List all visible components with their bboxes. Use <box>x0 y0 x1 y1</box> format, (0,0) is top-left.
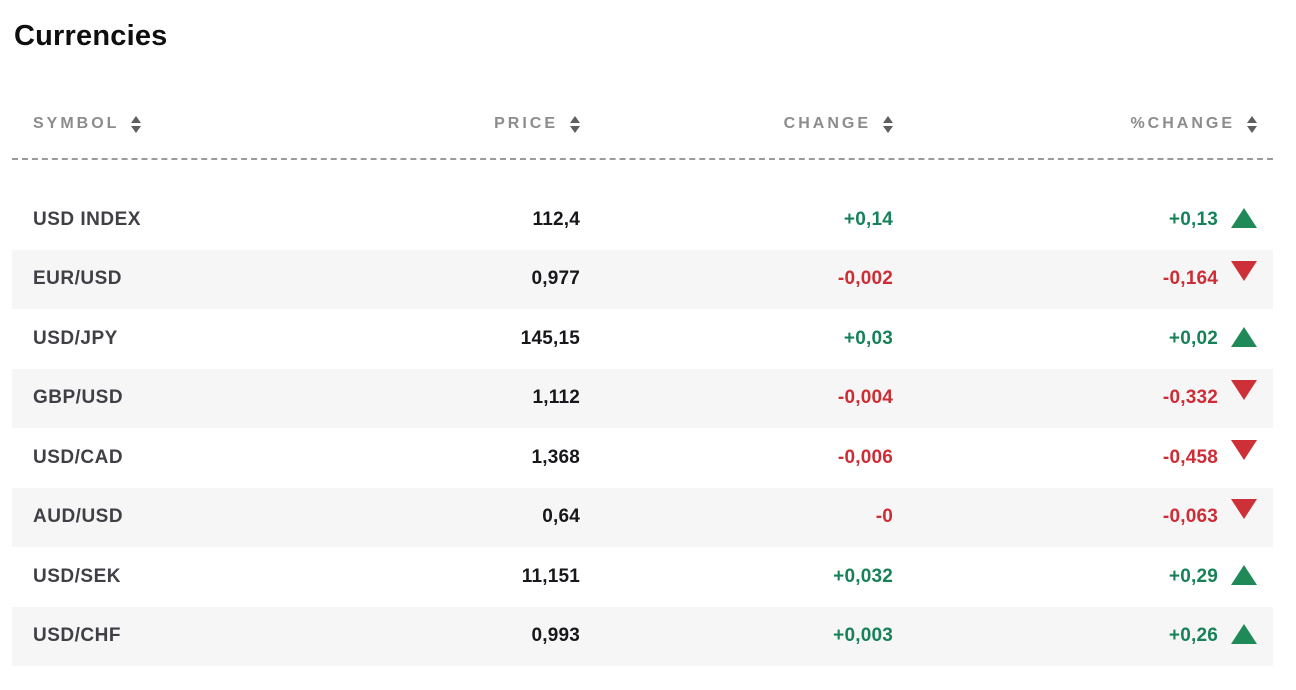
change-cell: -0,002 <box>837 268 893 290</box>
change-cell: +0,032 <box>833 565 893 587</box>
symbol-cell: USD INDEX <box>33 208 141 230</box>
symbol-cell: USD/CAD <box>33 446 124 468</box>
currencies-widget: Currencies SYMBOL PRICE CHANGE %CHANGE U… <box>12 20 1273 666</box>
sort-arrows-icon <box>570 115 580 133</box>
change-cell: -0 <box>875 506 893 528</box>
table-row[interactable]: USD/SEK 11,151 +0,032 +0,29 <box>12 547 1273 607</box>
price-cell: 0,64 <box>542 506 580 528</box>
sort-up-icon <box>883 115 893 123</box>
percent-change-value: -0,458 <box>1162 446 1218 468</box>
triangle-up-icon <box>1231 207 1257 228</box>
percent-change-cell: -0,332 <box>893 380 1273 409</box>
price-cell: 112,4 <box>532 208 580 230</box>
percent-change-value: +0,13 <box>1168 208 1218 230</box>
sort-up-icon <box>131 115 142 123</box>
percent-change-value: -0,332 <box>1162 387 1218 409</box>
page-title: Currencies <box>14 20 168 52</box>
price-cell: 0,993 <box>531 625 580 647</box>
column-header-price[interactable]: PRICE <box>312 114 580 134</box>
triangle-down-icon <box>1231 261 1257 282</box>
change-cell: -0,004 <box>837 387 893 409</box>
percent-change-value: +0,26 <box>1168 625 1218 647</box>
price-cell: 145,15 <box>520 327 580 349</box>
symbol-cell: GBP/USD <box>33 387 124 409</box>
percent-change-cell: -0,164 <box>893 261 1273 290</box>
percent-change-cell: -0,458 <box>893 439 1273 469</box>
change-cell: -0,006 <box>837 446 893 468</box>
triangle-up-icon <box>1231 564 1257 585</box>
sort-arrows-icon <box>131 115 142 133</box>
triangle-down-icon <box>1231 499 1257 520</box>
table-row[interactable]: GBP/USD 1,112 -0,004 -0,332 <box>12 368 1273 428</box>
percent-change-cell: +0,29 <box>893 564 1273 588</box>
price-cell: 1,112 <box>532 387 580 409</box>
symbol-cell: USD/CHF <box>33 625 121 647</box>
price-cell: 1,368 <box>531 446 580 468</box>
column-header-label: %CHANGE <box>1130 115 1235 132</box>
triangle-up-icon <box>1231 624 1257 645</box>
sort-down-icon <box>1247 125 1257 133</box>
sort-up-icon <box>1247 115 1257 123</box>
symbol-cell: USD/SEK <box>33 565 121 587</box>
table-row[interactable]: USD/CHF 0,993 +0,003 +0,26 <box>12 606 1273 666</box>
column-header-label: CHANGE <box>783 115 871 132</box>
column-header-symbol[interactable]: SYMBOL <box>12 114 312 134</box>
change-cell: +0,03 <box>843 327 893 349</box>
price-cell: 11,151 <box>521 565 580 587</box>
table-row[interactable]: EUR/USD 0,977 -0,002 -0,164 <box>12 249 1273 309</box>
change-cell: +0,14 <box>843 208 893 230</box>
table-row[interactable]: USD INDEX 112,4 +0,14 +0,13 <box>12 190 1273 250</box>
symbol-cell: AUD/USD <box>33 506 124 528</box>
triangle-up-icon <box>1231 326 1257 347</box>
table-header-row: SYMBOL PRICE CHANGE %CHANGE <box>12 114 1273 160</box>
sort-down-icon <box>131 125 142 133</box>
price-cell: 0,977 <box>531 268 580 290</box>
sort-up-icon <box>570 115 580 123</box>
table-row[interactable]: USD/JPY 145,15 +0,03 +0,02 <box>12 309 1273 369</box>
column-header-pct_change[interactable]: %CHANGE <box>893 114 1273 134</box>
symbol-cell: EUR/USD <box>33 268 123 290</box>
sort-down-icon <box>570 125 580 133</box>
table-row[interactable]: USD/CAD 1,368 -0,006 -0,458 <box>12 428 1273 488</box>
column-header-label: PRICE <box>494 115 558 132</box>
table-body: USD INDEX 112,4 +0,14 +0,13 EUR/USD 0,97… <box>12 190 1273 666</box>
sort-down-icon <box>883 125 893 133</box>
sort-arrows-icon <box>883 115 893 133</box>
column-header-label: SYMBOL <box>33 115 120 132</box>
sort-arrows-icon <box>1247 115 1257 133</box>
triangle-down-icon <box>1231 380 1257 401</box>
percent-change-value: -0,063 <box>1162 506 1218 528</box>
table-row[interactable]: AUD/USD 0,64 -0 -0,063 <box>12 487 1273 547</box>
percent-change-cell: -0,063 <box>893 499 1273 528</box>
symbol-cell: USD/JPY <box>33 327 118 349</box>
percent-change-value: +0,29 <box>1168 565 1218 587</box>
triangle-down-icon <box>1231 439 1257 460</box>
percent-change-cell: +0,26 <box>893 624 1273 647</box>
change-cell: +0,003 <box>833 625 893 647</box>
column-header-change[interactable]: CHANGE <box>580 114 893 134</box>
percent-change-value: +0,02 <box>1168 327 1218 349</box>
percent-change-value: -0,164 <box>1162 268 1218 290</box>
percent-change-cell: +0,02 <box>893 326 1273 350</box>
percent-change-cell: +0,13 <box>893 207 1273 231</box>
